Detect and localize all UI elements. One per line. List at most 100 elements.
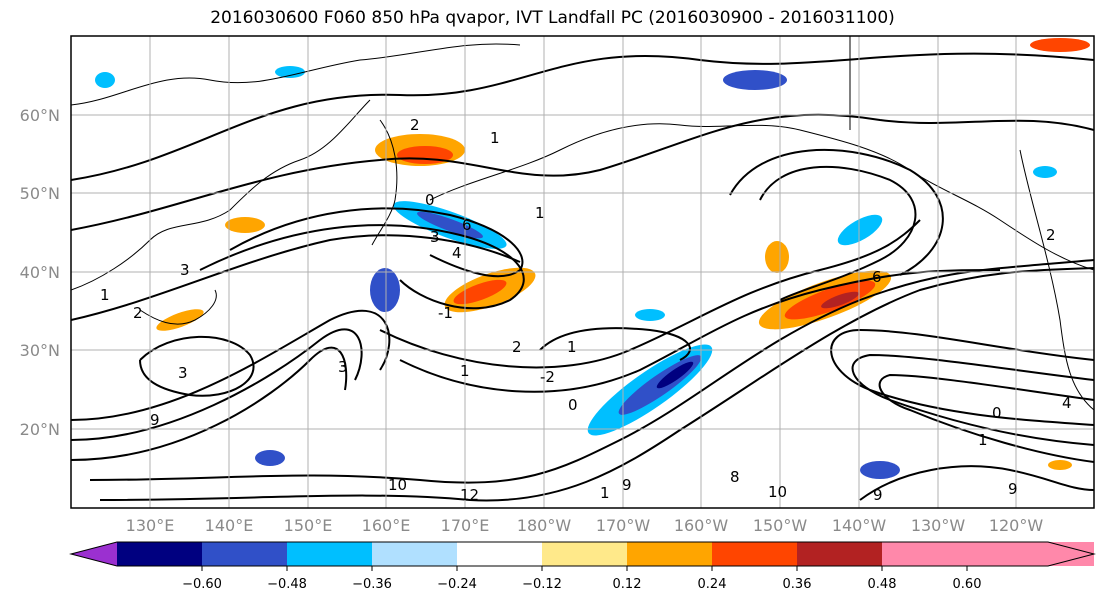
colorbar-tick-label: −0.12 (522, 577, 562, 592)
lon-label: 160°E (362, 516, 411, 535)
colorbar-seg-10 (882, 542, 1094, 566)
contour-line (379, 219, 921, 369)
map-panel: 1 0 1 2 3 4 6 -1 3 1 2 3 1 -2 0 1 2 3 9 … (70, 35, 1095, 509)
contour-label: 1 (600, 484, 610, 502)
contour-line (139, 335, 255, 397)
colorbar-tick-label: 0.60 (953, 577, 982, 592)
colorbar-ticks (201, 566, 968, 571)
shade-blob (417, 211, 483, 239)
lat-label: 20°N (20, 420, 60, 439)
contour-line (71, 234, 521, 321)
colorbar-seg-5 (457, 542, 542, 566)
colorbar-seg-3 (287, 542, 372, 566)
lat-label: 50°N (20, 184, 60, 203)
shade-blob (765, 241, 789, 273)
lon-label: 180°W (517, 516, 572, 535)
shade-blob (275, 66, 305, 78)
colorbar-seg-6 (542, 542, 627, 566)
contour-label: 0 (992, 404, 1002, 422)
contour-label: -1 (438, 304, 453, 322)
colorbar-tick-label: 0.12 (613, 577, 642, 592)
contour-label: 0 (425, 191, 435, 209)
colorbar-tick-label: −0.48 (267, 577, 307, 592)
lat-label: 40°N (20, 263, 60, 282)
lon-label: 150°W (753, 516, 808, 535)
contour-label: 9 (1008, 480, 1018, 498)
colorbar-outline (69, 541, 1096, 567)
contour-label: 3 (338, 358, 348, 376)
contour-label: 10 (768, 483, 787, 501)
contour-line (399, 269, 1001, 393)
shade-blob (370, 268, 400, 312)
colorbar-seg-1 (117, 542, 202, 566)
contour-label: 1 (978, 431, 988, 449)
shade-blob (255, 450, 285, 466)
lon-label: 120°W (989, 516, 1044, 535)
colorbar-tick-label: 0.48 (868, 577, 897, 592)
coastline (371, 119, 398, 246)
shade-blob (225, 217, 265, 233)
shade-blob (860, 461, 900, 479)
colorbar-tick-label: −0.36 (352, 577, 392, 592)
contour-label: 9 (150, 411, 160, 429)
contour-label: 4 (1062, 394, 1072, 412)
colorbar-seg-4 (372, 542, 457, 566)
contour-label: 1 (460, 362, 470, 380)
contour-line (759, 165, 917, 301)
lon-label: 150°E (284, 516, 333, 535)
contour-line (71, 52, 1094, 181)
map-frame (70, 35, 1095, 509)
contour-label: 9 (622, 476, 632, 494)
gridlines (71, 36, 1094, 508)
coastline (71, 43, 521, 106)
shade-blob (635, 309, 665, 321)
colorbar-tick-label: 0.36 (783, 577, 812, 592)
contour-line (851, 353, 1094, 446)
shade-blob (156, 309, 204, 331)
coastline (429, 123, 801, 201)
coastline (139, 289, 217, 325)
colorbar-seg-2 (202, 542, 287, 566)
contour-line (830, 328, 1094, 426)
contour-label: 2 (133, 304, 143, 322)
shade-blob (1033, 166, 1057, 178)
shade-blob (837, 214, 883, 246)
contour-label: 3 (430, 228, 440, 246)
coastline (71, 99, 371, 291)
contour-line (89, 259, 1094, 484)
contour-label: 1 (567, 338, 577, 356)
longitude-axis: 130°E 140°E 150°E 160°E 170°E 180°W 170°… (126, 516, 1044, 535)
colorbar-seg-0 (71, 542, 117, 566)
contour-label: 6 (872, 268, 882, 286)
lon-label: 130°E (126, 516, 175, 535)
contour-label: -2 (540, 368, 555, 386)
shade-blob (656, 361, 694, 389)
contour-label: 10 (388, 476, 407, 494)
colorbar-seg-9 (797, 542, 882, 566)
contour-line (878, 373, 1094, 463)
lon-label: 140°W (832, 516, 887, 535)
lat-label: 30°N (20, 341, 60, 360)
contour-label: 2 (1046, 226, 1056, 244)
contour-label: 6 (462, 216, 472, 234)
colorbar-seg-8 (712, 542, 797, 566)
lon-label: 160°W (674, 516, 729, 535)
contour-label: 12 (460, 486, 479, 504)
contour-label: 0 (568, 396, 578, 414)
colorbar-tick-label: −0.60 (182, 577, 222, 592)
contour-label: 2 (512, 338, 522, 356)
contour-label: 1 (490, 129, 500, 147)
contour-label: 9 (873, 486, 883, 504)
contour-label: 4 (452, 244, 462, 262)
lon-label: 170°E (441, 516, 490, 535)
latitude-axis: 60°N 50°N 40°N 30°N 20°N (20, 106, 60, 439)
contour-label: 1 (535, 204, 545, 222)
contour-label: 2 (410, 116, 420, 134)
lon-label: 140°E (205, 516, 254, 535)
contour-line (859, 465, 1094, 501)
contour-label: 8 (730, 468, 740, 486)
colorbar: −0.60 −0.48 −0.36 −0.24 −0.12 0.12 0.24 … (69, 541, 1096, 592)
shade-blob (1030, 38, 1090, 52)
shade-blob (1048, 460, 1072, 470)
